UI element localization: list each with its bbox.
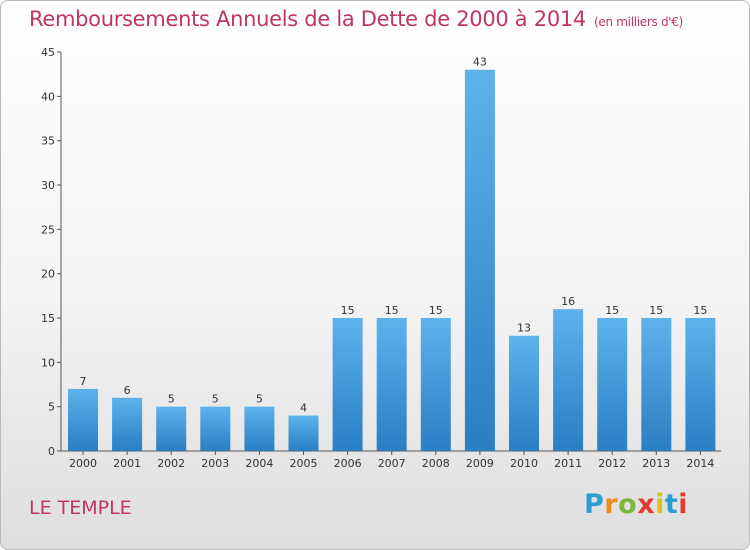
bar — [597, 318, 628, 451]
logo-letter: i — [678, 489, 689, 520]
data-label: 13 — [517, 322, 531, 335]
logo-letter: x — [637, 489, 656, 520]
x-tick-label: 2001 — [113, 457, 141, 470]
x-axis: 2000 2001 2002 2003 2004 2005 2006 2007 2008 2009… — [61, 450, 721, 470]
bar — [464, 69, 495, 451]
logo-letter: t — [664, 489, 679, 520]
chart-title-text: Remboursements Annuels de la Dette de 20… — [29, 7, 586, 31]
x-tick-label: 2009 — [466, 457, 494, 470]
data-label: 15 — [429, 304, 443, 317]
bar — [376, 318, 407, 451]
x-tick-label: 2005 — [290, 457, 318, 470]
x-tick-label: 2014 — [686, 457, 714, 470]
bars: 7 6 5 5 5 4 15 15 15 43 13 16 15 15 15 — [68, 56, 716, 451]
commune-name: LE TEMPLE — [29, 497, 132, 519]
logo-letter: r — [604, 489, 619, 520]
chart-unit: (en milliers d'€) — [594, 15, 684, 29]
data-label: 5 — [168, 393, 175, 406]
data-label: 15 — [341, 304, 355, 317]
data-label: 4 — [300, 402, 307, 415]
x-tick-label: 2010 — [510, 457, 538, 470]
bar — [244, 406, 275, 451]
proxiti-logo: Proxiti — [584, 489, 688, 520]
data-label: 7 — [80, 375, 87, 388]
bar — [553, 309, 584, 451]
x-tick-label: 2011 — [554, 457, 582, 470]
bar — [200, 406, 231, 451]
bar — [641, 318, 672, 451]
y-tick-label: 10 — [41, 356, 55, 369]
x-tick-label: 2006 — [334, 457, 362, 470]
y-tick-label: 40 — [41, 90, 55, 103]
bar — [68, 388, 98, 451]
data-label: 15 — [649, 304, 663, 317]
bar — [685, 318, 716, 451]
data-label: 15 — [385, 304, 399, 317]
bar — [332, 318, 363, 451]
logo-letter: i — [655, 489, 665, 520]
x-tick-label: 2012 — [598, 457, 626, 470]
y-tick-label: 35 — [41, 135, 55, 148]
y-axis: 0 5 10 15 20 25 30 35 40 45 — [41, 46, 62, 458]
bar — [112, 397, 143, 451]
y-tick-label: 5 — [48, 401, 55, 414]
y-tick-label: 25 — [41, 223, 55, 236]
data-label: 5 — [256, 393, 263, 406]
data-label: 43 — [473, 56, 487, 69]
data-label: 5 — [212, 393, 219, 406]
data-label: 6 — [124, 384, 131, 397]
bar — [420, 318, 451, 451]
bar — [156, 406, 187, 451]
chart-title: Remboursements Annuels de la Dette de 20… — [29, 7, 683, 31]
y-tick-label: 30 — [41, 179, 55, 192]
y-tick-label: 15 — [41, 312, 55, 325]
x-tick-label: 2007 — [378, 457, 406, 470]
logo-letter: o — [618, 489, 638, 520]
bar — [288, 415, 319, 451]
x-tick-label: 2002 — [157, 457, 185, 470]
y-tick-label: 45 — [41, 46, 55, 59]
data-label: 15 — [605, 304, 619, 317]
x-tick-label: 2000 — [69, 457, 97, 470]
x-tick-label: 2004 — [245, 457, 273, 470]
logo-letter: P — [584, 489, 605, 520]
x-tick-label: 2008 — [422, 457, 450, 470]
data-label: 15 — [693, 304, 707, 317]
y-tick-label: 20 — [41, 268, 55, 281]
x-tick-label: 2013 — [642, 457, 670, 470]
y-tick-label: 0 — [48, 445, 55, 458]
data-label: 16 — [561, 295, 575, 308]
x-tick-label: 2003 — [201, 457, 229, 470]
bar — [509, 335, 539, 451]
